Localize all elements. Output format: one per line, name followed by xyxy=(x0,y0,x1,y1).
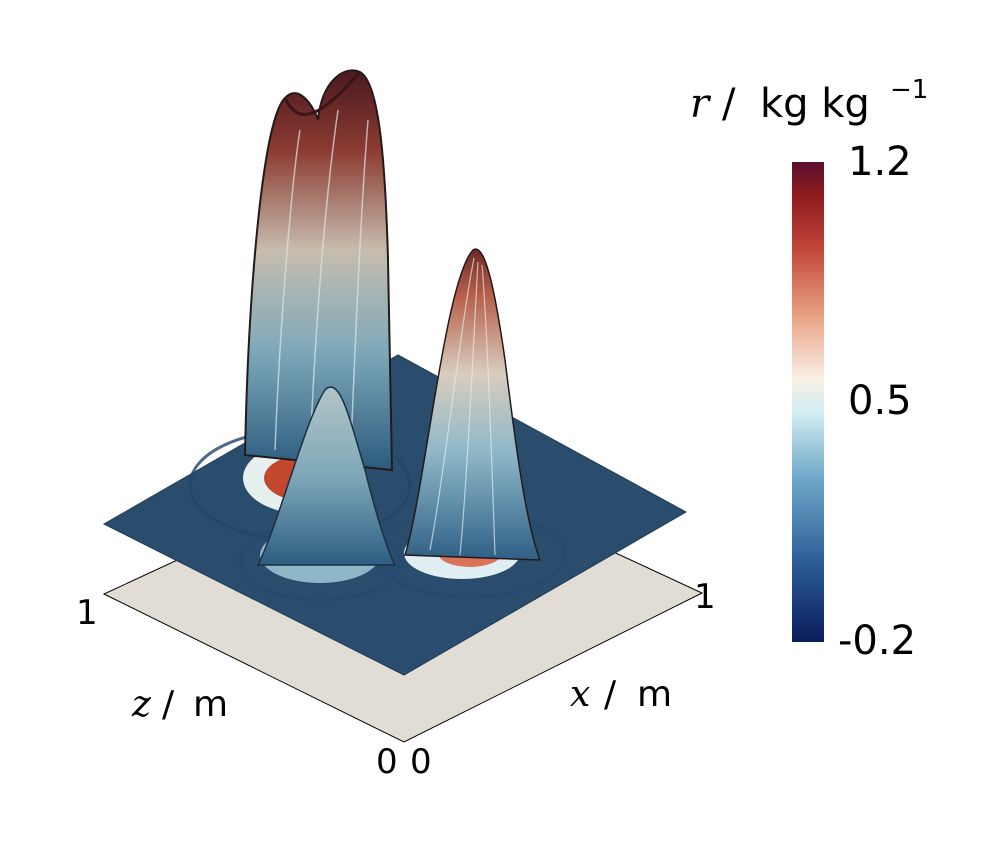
colorbar-min-label: -0.2 xyxy=(838,618,916,664)
x-axis-name: x xyxy=(570,674,590,715)
cosine-bell xyxy=(403,248,542,561)
colorbar xyxy=(792,162,824,642)
colorbar-variable: r xyxy=(690,81,712,127)
colorbar-mid-label: 0.5 xyxy=(848,378,912,424)
x-axis-tick-max: 1 xyxy=(694,577,716,617)
z-axis-title: z / m xyxy=(131,684,228,725)
colorbar-max-label: 1.2 xyxy=(848,139,912,185)
z-axis-unit: m xyxy=(193,684,228,725)
z-axis-separator: / xyxy=(162,684,175,725)
z-axis-tick-min: 0 xyxy=(376,742,398,782)
x-axis-tick-min: 0 xyxy=(410,742,432,782)
colorbar-unit: kg kg xyxy=(760,81,870,127)
colorbar-separator: / xyxy=(722,81,736,127)
x-axis-separator: / xyxy=(604,674,617,715)
colorbar-unit-exponent: −1 xyxy=(890,75,928,105)
x-axis-title: x / m xyxy=(570,674,672,715)
slotted-cylinder xyxy=(243,69,394,472)
z-axis-name: z xyxy=(131,684,152,725)
x-axis-unit: m xyxy=(637,674,672,715)
smooth-hump xyxy=(256,386,397,566)
z-axis-tick-max: 1 xyxy=(76,593,98,633)
colorbar-title: r / kg kg −1 xyxy=(690,75,928,127)
